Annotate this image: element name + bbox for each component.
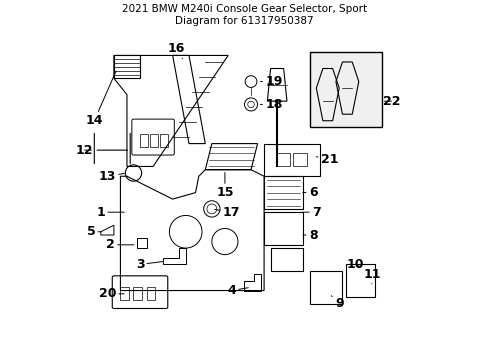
Text: 10: 10 [346,258,364,271]
Bar [120,287,128,300]
Text: 15: 15 [216,172,233,199]
Text: 17: 17 [214,206,240,219]
FancyBboxPatch shape [309,52,381,127]
Bar [140,134,148,147]
Text: 8: 8 [302,229,317,242]
Text: 4: 4 [226,284,248,297]
Bar [293,153,306,166]
Text: 11: 11 [363,268,380,284]
Text: 3: 3 [136,258,163,271]
Text: 20: 20 [99,287,124,300]
Bar [133,287,142,300]
Bar [159,134,167,147]
Text: 21: 21 [316,153,337,166]
Title: 2021 BMW M240i Console Gear Selector, Sport
Diagram for 61317950387: 2021 BMW M240i Console Gear Selector, Sp… [122,4,366,26]
Text: 16: 16 [167,42,184,59]
Bar [277,153,289,166]
Bar [149,134,158,147]
Text: 13: 13 [99,170,124,183]
Text: 19: 19 [260,75,282,88]
Text: 2: 2 [106,238,134,251]
Text: 1: 1 [96,206,124,219]
Text: 14: 14 [85,71,116,127]
Text: 5: 5 [86,225,101,238]
Text: 22: 22 [382,95,399,108]
Bar [146,287,154,300]
Text: 18: 18 [260,98,282,111]
Text: 7: 7 [302,206,320,219]
Text: 6: 6 [302,186,317,199]
Text: 9: 9 [331,296,343,310]
Text: 12: 12 [76,144,93,157]
